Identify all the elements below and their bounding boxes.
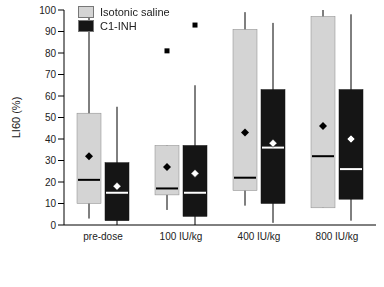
svg-text:10: 10	[45, 198, 57, 209]
svg-text:80: 80	[45, 48, 57, 59]
svg-text:0: 0	[50, 220, 56, 231]
svg-text:LI60 (%): LI60 (%)	[10, 97, 22, 139]
svg-text:100: 100	[39, 5, 56, 16]
svg-text:70: 70	[45, 69, 57, 80]
svg-text:pre-dose: pre-dose	[83, 231, 123, 242]
svg-text:60: 60	[45, 91, 57, 102]
svg-text:20: 20	[45, 177, 57, 188]
svg-text:50: 50	[45, 112, 57, 123]
svg-text:400 IU/kg: 400 IU/kg	[238, 231, 281, 242]
svg-text:90: 90	[45, 26, 57, 37]
svg-text:40: 40	[45, 134, 57, 145]
svg-text:100 IU/kg: 100 IU/kg	[160, 231, 203, 242]
svg-text:30: 30	[45, 155, 57, 166]
svg-text:800 IU/kg: 800 IU/kg	[316, 231, 359, 242]
html-text:Isotonic saline: Isotonic saline	[100, 6, 170, 18]
html-text:C1-INH: C1-INH	[100, 20, 137, 32]
